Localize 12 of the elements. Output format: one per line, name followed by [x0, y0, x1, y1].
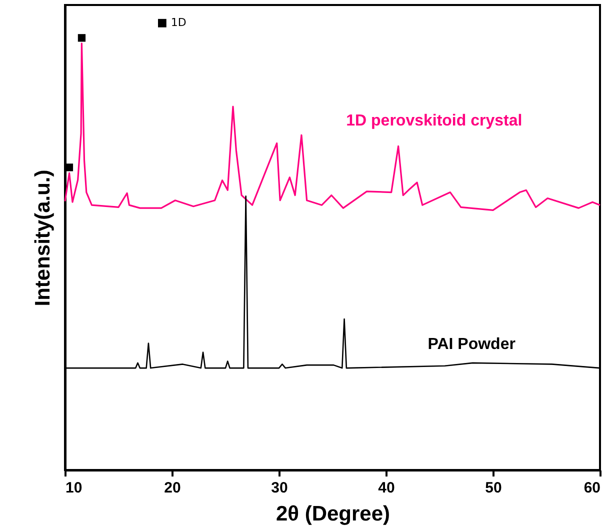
text: 1D perovskitoid crystal [346, 112, 522, 130]
x-axis-title: 2θ (Degree) [276, 502, 390, 526]
annotation: ■ [76, 32, 86, 44]
x-tick-label: 20 [164, 480, 181, 496]
series-label: PAI Powder [428, 336, 516, 354]
x-tick-label: 40 [378, 480, 395, 496]
x-tick-label: 10 [66, 480, 82, 496]
y-axis-title: Intensity(a.u.) [32, 170, 54, 306]
text: ■ 1D [157, 16, 186, 29]
x-tick-label: 50 [485, 480, 502, 496]
x-tick-label: 60 [584, 480, 600, 496]
x-tick-label: 30 [271, 480, 288, 496]
